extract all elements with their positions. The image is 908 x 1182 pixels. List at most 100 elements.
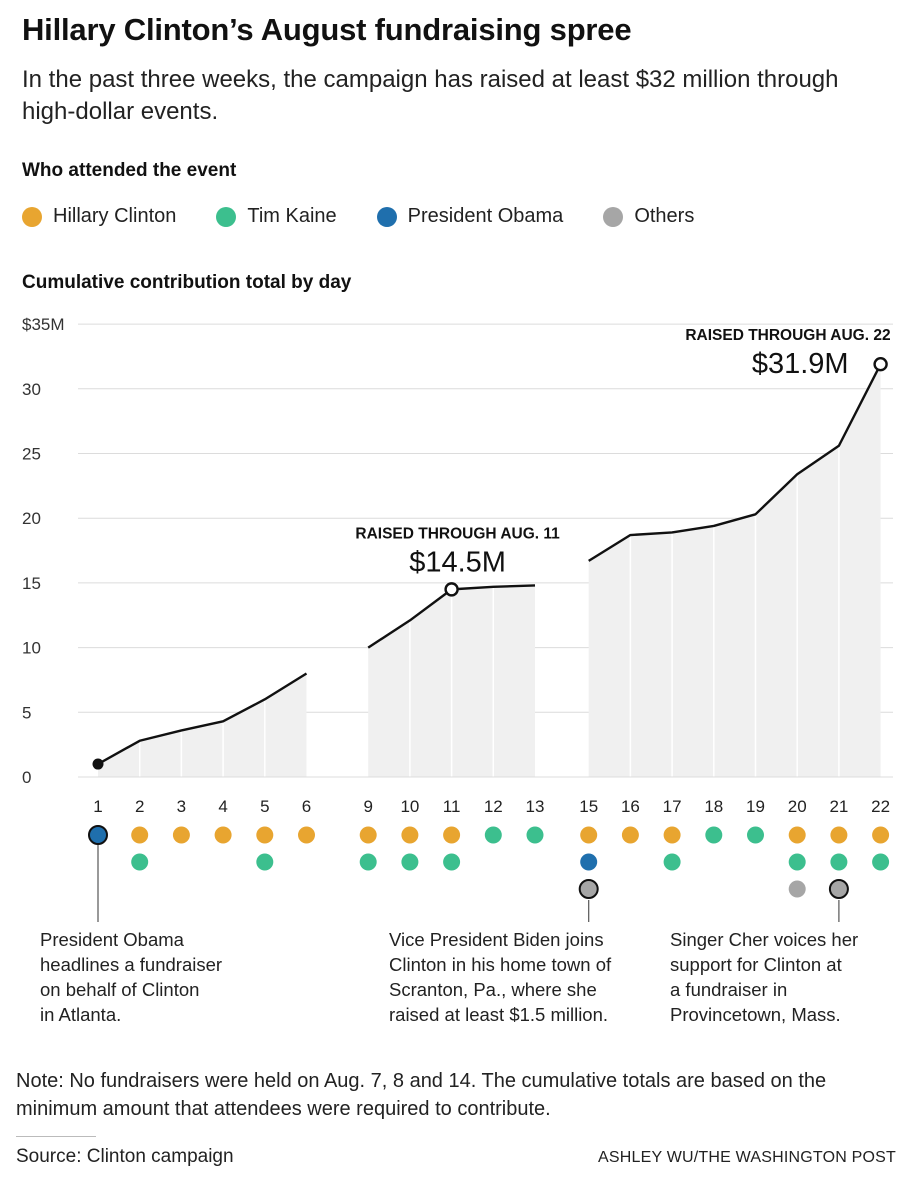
x-tick-label: 4 — [218, 797, 227, 816]
x-tick-label: 2 — [135, 797, 144, 816]
callout-amount: $14.5M — [409, 546, 506, 578]
y-tick-label: $35M — [22, 315, 65, 334]
legend-swatch-obama — [376, 206, 397, 227]
attendee-dot-kaine — [526, 826, 544, 844]
attendee-dot-kaine — [830, 853, 848, 871]
x-tick-label: 21 — [829, 797, 848, 816]
legend-label-clinton: Hillary Clinton — [53, 205, 177, 227]
annotation-obama-line: President Obama — [40, 929, 184, 950]
annotation-cher-line: a fundraiser in — [670, 979, 788, 1000]
legend-label-kaine: Tim Kaine — [247, 205, 337, 227]
x-tick-label: 20 — [788, 797, 807, 816]
attendee-dot-others — [788, 880, 806, 898]
footer-divider — [16, 1136, 96, 1137]
annotation-biden: Vice President Biden joins Clinton in hi… — [389, 927, 611, 1027]
attendee-dot-others — [828, 879, 849, 899]
attendee-dot-obama — [580, 853, 598, 871]
attendee-dot-kaine — [872, 853, 890, 871]
x-tick-label: 1 — [93, 797, 102, 816]
attendee-dot-clinton — [788, 826, 806, 844]
attendee-dot-clinton — [298, 826, 315, 844]
x-tick-label: 11 — [443, 797, 461, 816]
annotation-obama: President Obama headlines a fundraiser o… — [40, 927, 222, 1027]
callout-label: RAISED THROUGH AUG. 11 — [355, 525, 560, 542]
footnote: Note: No fundraisers were held on Aug. 7… — [16, 1070, 827, 1120]
y-tick-label: 10 — [22, 639, 41, 658]
y-tick-label: 20 — [22, 509, 41, 528]
annotation-obama-line: headlines a fundraiser — [40, 954, 223, 975]
x-tick-label: 12 — [484, 797, 503, 816]
legend-label-obama: President Obama — [407, 205, 564, 227]
legend-heading: Who attended the event — [22, 160, 237, 181]
source-line: Source: Clinton campaign — [16, 1146, 234, 1167]
attendee-dot-kaine — [747, 826, 764, 844]
annotation-obama-line: in Atlanta. — [40, 1004, 122, 1025]
x-tick-label: 18 — [704, 797, 723, 816]
attendee-dot-kaine — [788, 853, 806, 871]
x-tick-label: 5 — [260, 797, 269, 816]
legend-swatch-kaine — [216, 206, 237, 227]
y-tick-label: 30 — [22, 380, 41, 399]
attendee-dot-kaine — [256, 853, 274, 871]
annotation-cher-line: Singer Cher voices her — [670, 929, 859, 950]
annotation-biden-line: raised at least $1.5 million. — [389, 1004, 609, 1025]
legend-item-obama: President Obama — [376, 205, 564, 228]
attendee-dot-clinton — [401, 826, 419, 844]
x-tick-label: 19 — [746, 797, 765, 816]
annotation-biden-line: Clinton in his home town of — [389, 954, 612, 975]
attendee-dot-kaine — [484, 826, 502, 844]
attendee-dot-clinton — [131, 826, 149, 844]
callout-point — [873, 357, 888, 372]
attendee-dot-obama — [88, 825, 108, 845]
attendee-dot-clinton — [663, 826, 681, 844]
annotation-cher: Singer Cher voices her support for Clint… — [670, 927, 858, 1027]
x-tick-label: 13 — [526, 797, 545, 816]
legend-swatch-clinton — [22, 206, 42, 227]
attendee-dot-kaine — [359, 853, 377, 871]
area-segment — [98, 673, 307, 777]
attendee-dot-clinton — [172, 826, 190, 844]
x-tick-label: 6 — [302, 797, 311, 816]
chart-subtitle: In the past three weeks, the campaign ha… — [22, 66, 839, 125]
attendee-dot-clinton — [830, 826, 848, 844]
chart-heading: Cumulative contribution total by day — [22, 272, 352, 293]
x-tick-label: 3 — [177, 797, 186, 816]
attendee-dot-clinton — [580, 826, 598, 844]
attendee-dot-others — [578, 879, 599, 899]
attendee-dot-clinton — [872, 826, 890, 844]
y-tick-label: 15 — [22, 574, 41, 593]
x-tick-label: 15 — [579, 797, 598, 816]
legend-item-others: Others — [603, 205, 694, 228]
x-tick-label: 9 — [363, 797, 372, 816]
annotation-cher-line: support for Clinton at — [670, 954, 842, 975]
attendee-dot-clinton — [256, 826, 274, 844]
legend: Hillary Clinton Tim Kaine President Obam… — [22, 205, 734, 228]
annotation-biden-line: Vice President Biden joins — [389, 929, 604, 950]
legend-item-kaine: Tim Kaine — [216, 205, 337, 228]
series-line — [588, 363, 882, 562]
y-tick-label: 25 — [22, 445, 41, 464]
annotation-cher-line: Provincetown, Mass. — [670, 1004, 841, 1025]
attendee-dot-clinton — [621, 826, 639, 844]
attendee-dot-kaine — [663, 853, 681, 871]
area-segment — [588, 364, 881, 777]
x-tick-label: 22 — [871, 797, 890, 816]
chart-title: Hillary Clinton’s August fundraising spr… — [22, 12, 632, 47]
callout-point — [444, 582, 459, 597]
attendee-dot-clinton — [443, 826, 461, 844]
y-tick-label: 0 — [22, 768, 31, 787]
series-line — [97, 672, 308, 766]
attendee-dot-kaine — [401, 853, 419, 871]
y-tick-label: 5 — [22, 703, 31, 722]
attendee-dot-clinton — [214, 826, 232, 844]
legend-swatch-others — [603, 206, 624, 227]
legend-label-others: Others — [634, 205, 695, 227]
attendee-dot-kaine — [131, 853, 149, 871]
attendee-dot-kaine — [705, 826, 723, 844]
annotation-biden-line: Scranton, Pa., where she — [389, 979, 597, 1000]
start-point — [92, 758, 104, 770]
credit-line: ASHLEY WU/THE WASHINGTON POST — [598, 1149, 896, 1166]
legend-item-clinton: Hillary Clinton — [22, 205, 176, 228]
attendee-dot-clinton — [359, 826, 377, 844]
